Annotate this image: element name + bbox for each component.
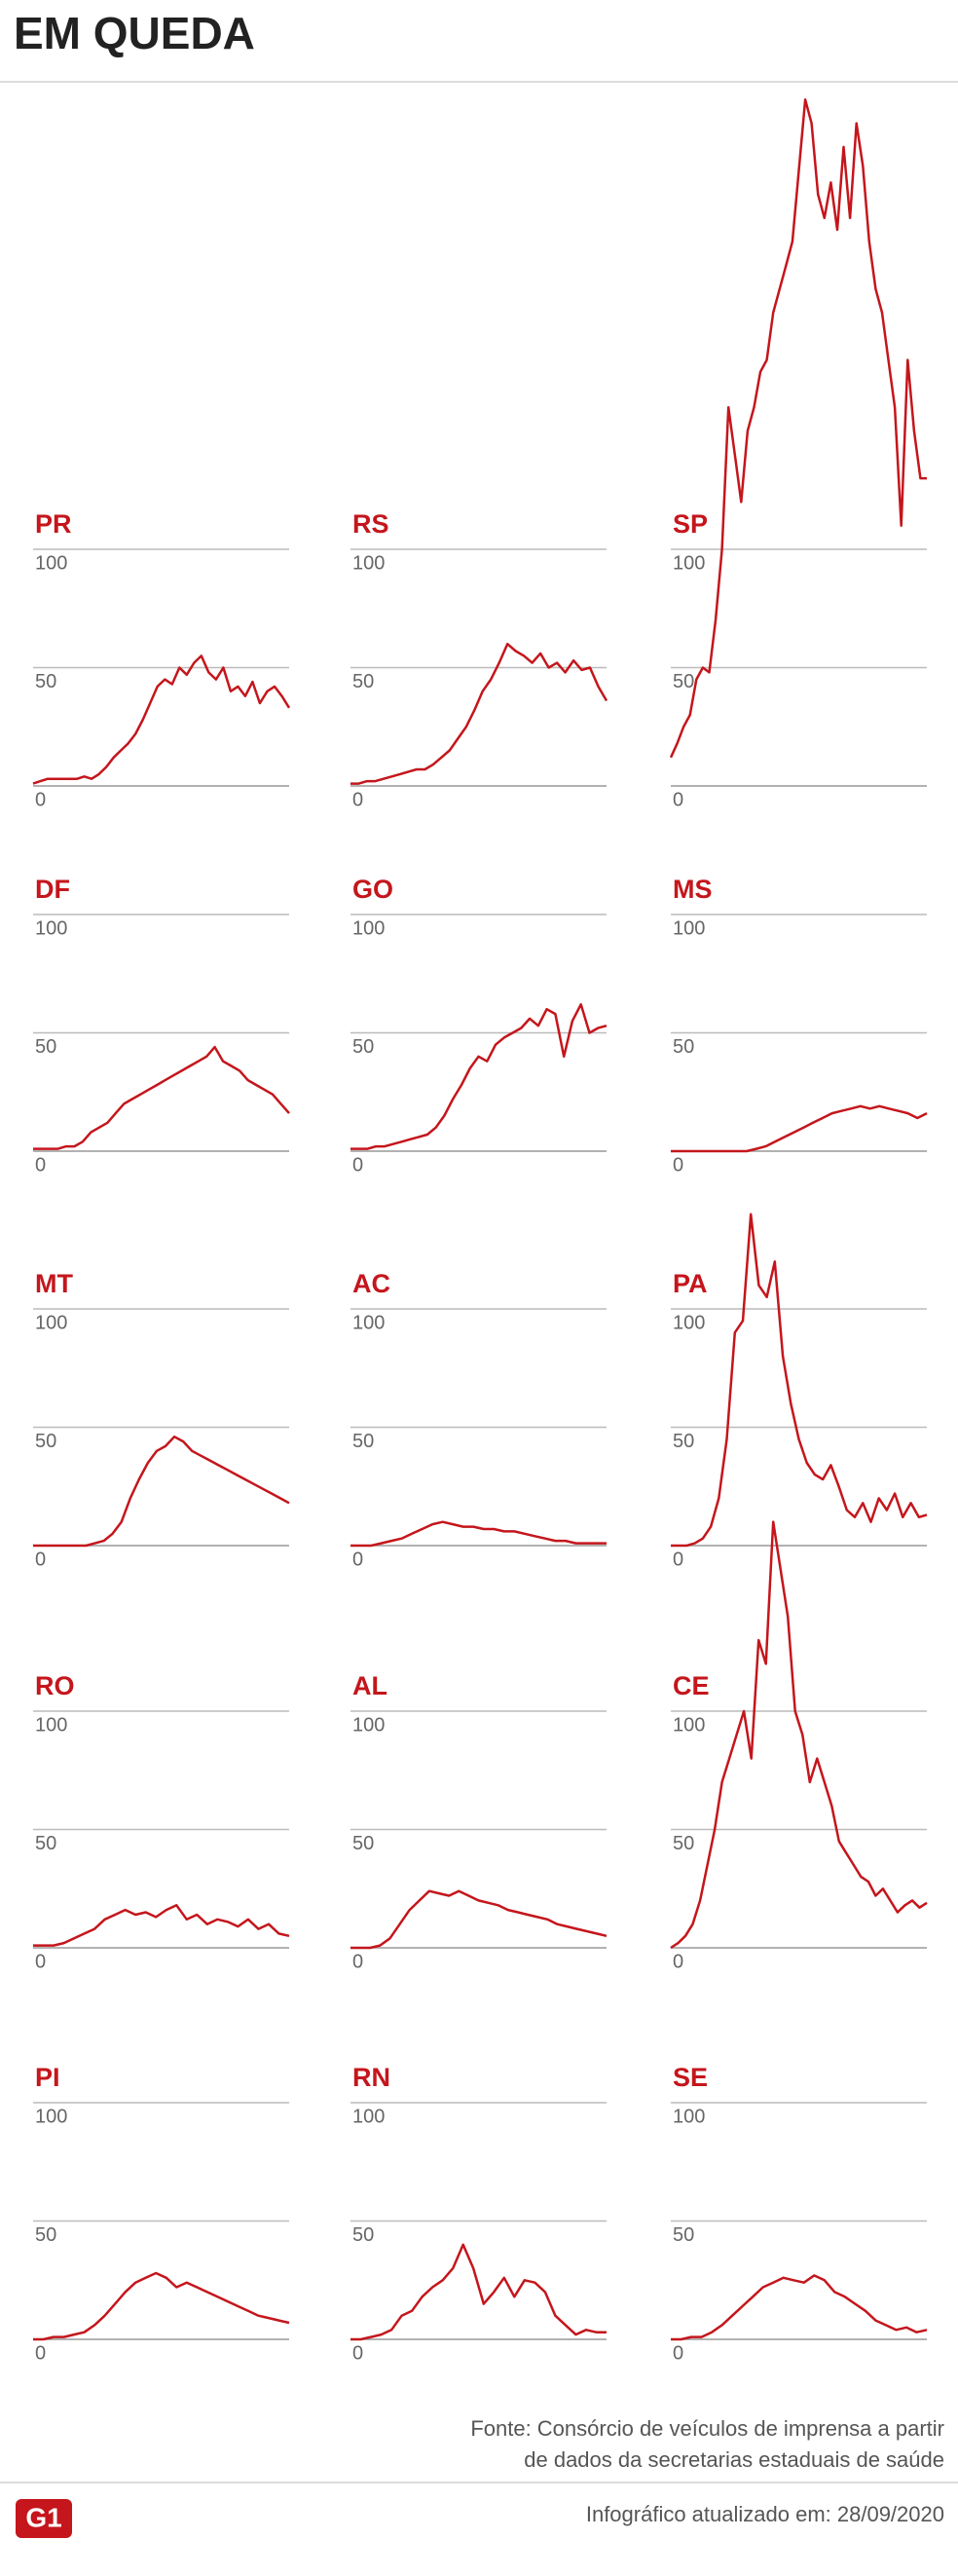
data-line [670, 1520, 928, 1950]
y-tick-label: 100 [35, 1714, 67, 1736]
data-line [671, 2274, 928, 2341]
y-tick-label: 100 [352, 2106, 385, 2127]
y-tick-label: 0 [35, 789, 46, 810]
y-tick-label: 50 [352, 1431, 374, 1452]
source-line: de dados da secretarias estaduais de saú… [524, 2447, 944, 2472]
y-tick-label: 0 [673, 789, 683, 810]
updated: Infográfico atualizado em: 28/09/2020 [586, 2502, 944, 2526]
state-label: GO [352, 875, 393, 904]
y-tick-label: 0 [352, 789, 363, 810]
data-line [33, 1904, 290, 1947]
y-tick-label: 100 [352, 1312, 385, 1333]
data-line [350, 1003, 608, 1150]
y-tick-label: 50 [35, 2224, 56, 2246]
data-line [671, 1213, 928, 1548]
y-tick-label: 0 [673, 1951, 683, 1972]
y-tick-label: 100 [352, 917, 385, 939]
data-line [33, 1435, 290, 1548]
data-line [350, 2243, 607, 2341]
data-line [669, 98, 927, 759]
source-line: Fonte: Consórcio de veículos de imprensa… [470, 2416, 944, 2441]
y-tick-label: 100 [673, 2106, 705, 2127]
y-tick-label: 0 [35, 2342, 46, 2364]
y-tick-label: 0 [352, 1951, 363, 1972]
title: EM QUEDA [14, 8, 255, 58]
y-tick-label: 100 [673, 1312, 705, 1333]
logo-badge [16, 2499, 72, 2538]
state-label: SE [673, 2063, 708, 2092]
y-tick-label: 50 [352, 2224, 374, 2246]
logo: G1 [25, 2502, 61, 2532]
y-tick-label: 100 [673, 917, 705, 939]
data-line [32, 654, 291, 785]
y-tick-label: 50 [352, 1833, 374, 1854]
y-tick-label: 0 [673, 1154, 683, 1176]
y-tick-label: 50 [35, 1833, 56, 1854]
y-tick-label: 100 [35, 552, 67, 574]
y-tick-label: 50 [35, 1431, 56, 1452]
y-tick-label: 50 [673, 671, 694, 692]
y-tick-label: 100 [352, 552, 385, 574]
data-line [350, 642, 608, 785]
y-tick-label: 100 [352, 1714, 385, 1736]
state-label: CE [673, 1671, 710, 1700]
state-label: AC [352, 1269, 390, 1298]
state-label: MS [673, 875, 713, 904]
y-tick-label: 50 [673, 2224, 694, 2246]
y-tick-label: 0 [35, 1154, 46, 1176]
y-tick-label: 0 [352, 2342, 363, 2364]
y-tick-label: 100 [35, 917, 67, 939]
state-label: RN [352, 2063, 390, 2092]
data-line [350, 1889, 608, 1950]
state-label: RO [35, 1671, 75, 1700]
data-line [33, 2271, 290, 2341]
y-tick-label: 0 [35, 1549, 46, 1570]
y-tick-label: 0 [352, 1549, 363, 1570]
y-tick-label: 100 [673, 1714, 705, 1736]
y-tick-label: 50 [673, 1833, 694, 1854]
y-tick-label: 0 [35, 1951, 46, 1972]
state-label: DF [35, 875, 70, 904]
state-label: PI [35, 2063, 60, 2092]
state-label: MT [35, 1269, 73, 1298]
y-tick-label: 100 [673, 552, 705, 574]
y-tick-label: 50 [673, 1036, 694, 1058]
y-tick-label: 50 [35, 1036, 56, 1058]
data-line [33, 1045, 290, 1150]
data-line [350, 1520, 607, 1548]
state-label: PA [673, 1269, 708, 1298]
y-tick-label: 50 [673, 1431, 694, 1452]
y-tick-label: 100 [35, 2106, 67, 2127]
y-tick-label: 50 [352, 1036, 374, 1058]
state-label: SP [673, 509, 708, 539]
y-tick-label: 0 [673, 2342, 683, 2364]
state-label: RS [352, 509, 389, 539]
state-label: AL [352, 1671, 387, 1700]
data-line [671, 1104, 928, 1153]
y-tick-label: 0 [673, 1549, 683, 1570]
y-tick-label: 50 [35, 671, 56, 692]
y-tick-label: 0 [352, 1154, 363, 1176]
state-label: PR [35, 509, 72, 539]
y-tick-label: 100 [35, 1312, 67, 1333]
y-tick-label: 50 [352, 671, 374, 692]
